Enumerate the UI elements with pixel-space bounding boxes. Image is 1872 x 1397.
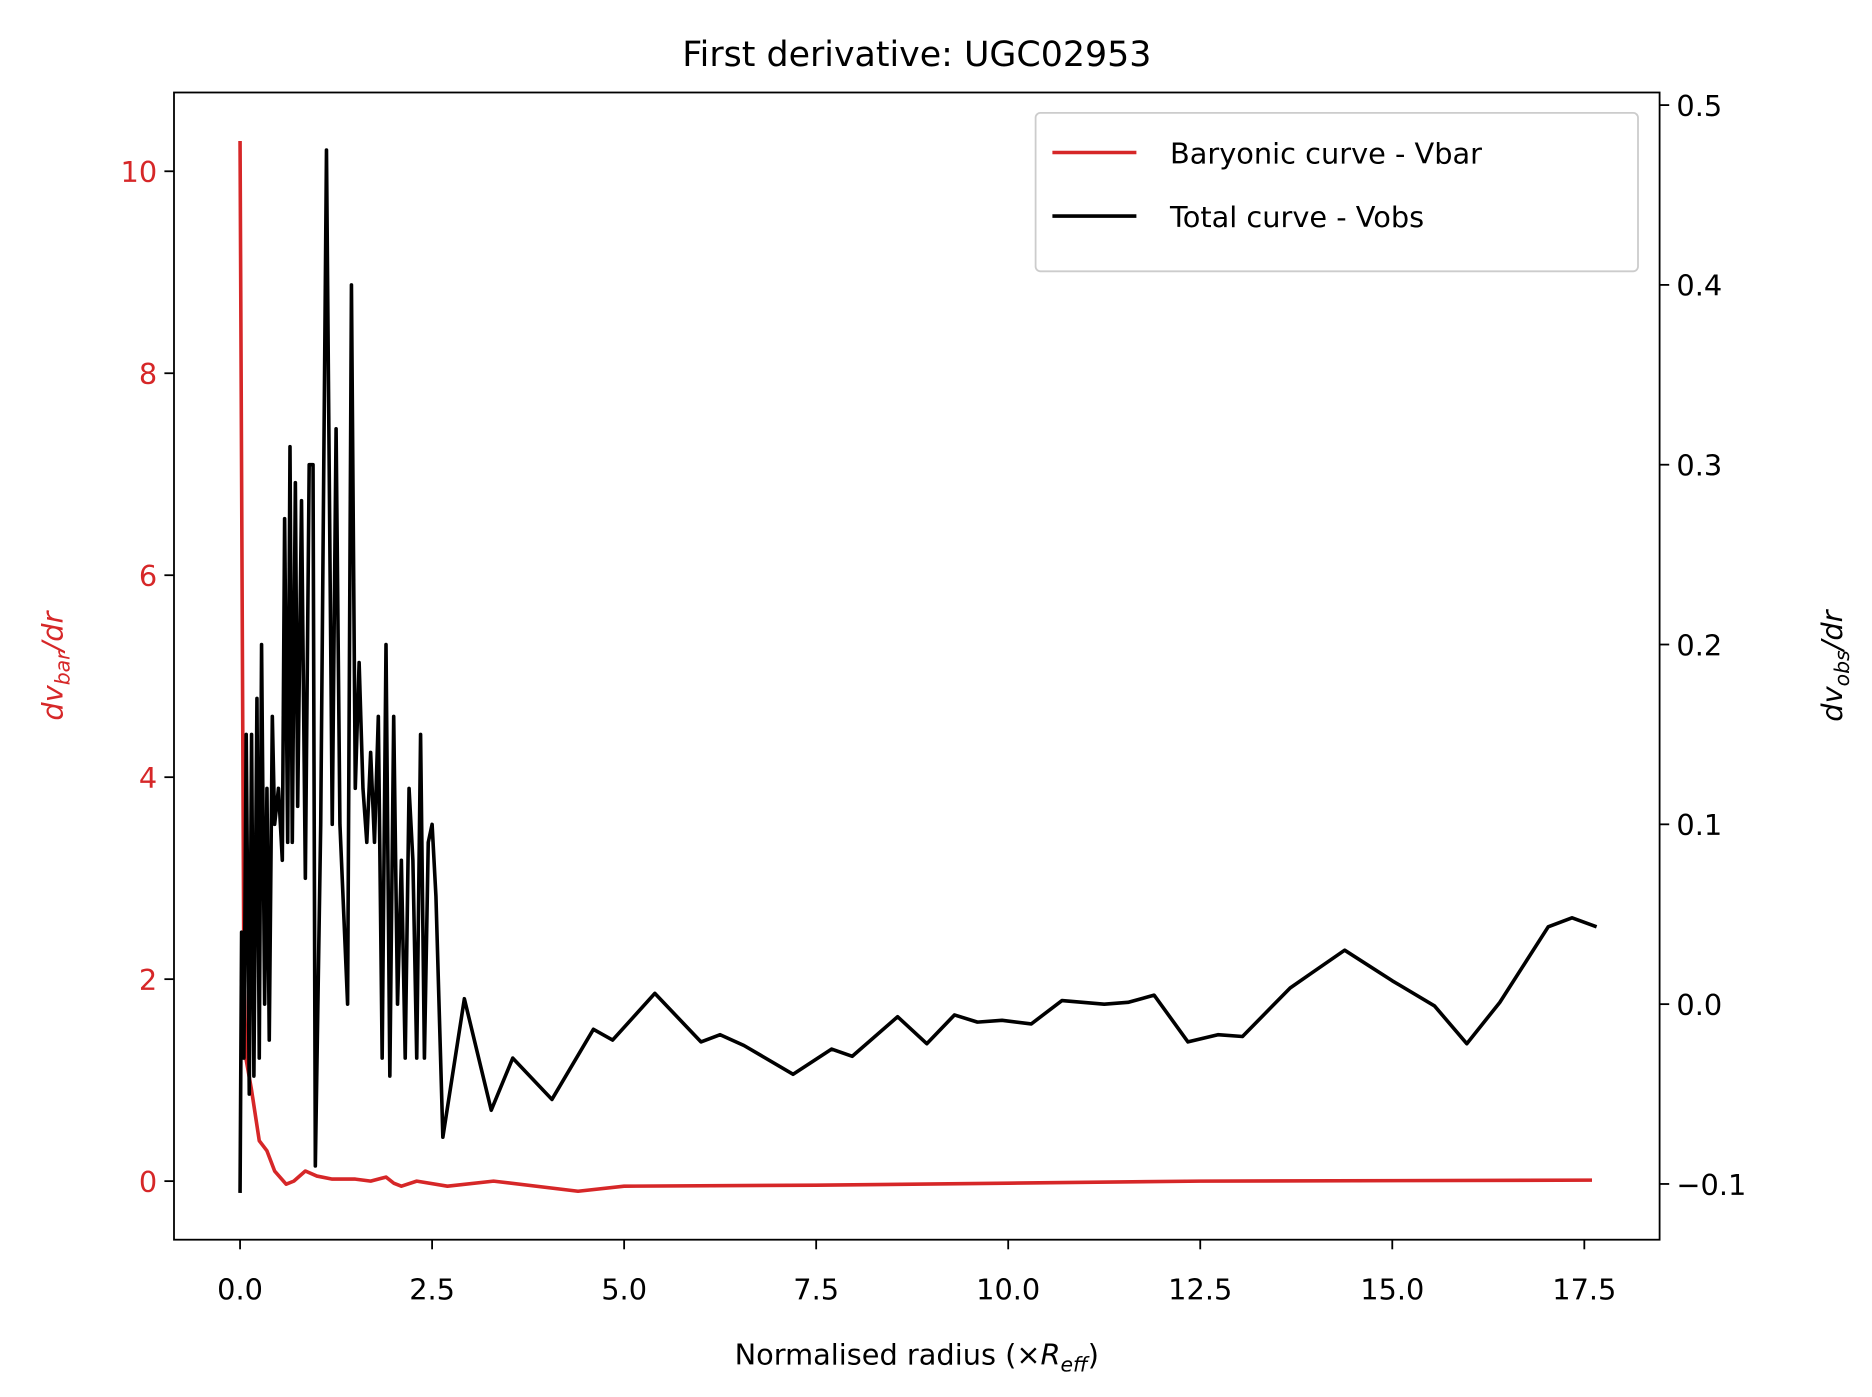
x-tick-label: 17.5	[1552, 1273, 1616, 1307]
data-line	[238, 140, 1593, 1194]
x-tick-label: 2.5	[409, 1273, 455, 1307]
y-axis-label-part: bar	[51, 650, 75, 685]
x-tick-label: 10.0	[976, 1273, 1040, 1307]
y-tick-label: 8	[139, 357, 157, 391]
y-tick-label: 2	[139, 963, 157, 997]
y2-tick-label: 0.0	[1676, 988, 1722, 1022]
y2-tick-label: 0.1	[1676, 808, 1722, 842]
x-label-part: eff	[1060, 1353, 1090, 1377]
plot-frame	[173, 91, 1661, 1241]
y-tick-label: 6	[139, 559, 157, 593]
data-line	[238, 148, 1598, 1193]
x-tick-label: 15.0	[1360, 1273, 1424, 1307]
x-tick-label: 12.5	[1168, 1273, 1232, 1307]
y2-axis-label-part: obs	[1830, 650, 1854, 686]
x-tick-label: 7.5	[793, 1273, 839, 1307]
x-label-part: )	[1088, 1338, 1099, 1372]
y-axis-label-part: /dr	[35, 609, 69, 654]
y2-tick-label: 0.3	[1676, 449, 1722, 483]
x-label-part: Normalised radius (×	[735, 1338, 1041, 1372]
y2-tick-label: 0.2	[1676, 628, 1722, 662]
chart-title: First derivative: UGC02953	[682, 35, 1151, 75]
y2-axis-label-part: dv	[1815, 685, 1849, 721]
x-tick-label: 5.0	[601, 1273, 647, 1307]
y2-tick-label: −0.1	[1676, 1168, 1746, 1202]
x-axis-label: Normalised radius (×Reff)	[735, 1338, 1099, 1377]
y-axis-label: dvbar/dr	[35, 609, 74, 720]
legend-label: Baryonic curve - Vbar	[1170, 136, 1482, 170]
y-tick-label: 4	[139, 761, 157, 795]
legend-label: Total curve - Vobs	[1169, 200, 1424, 234]
y2-tick-label: 0.5	[1676, 89, 1722, 123]
y2-tick-label: 0.4	[1676, 269, 1722, 303]
y-axis-label-part: dv	[35, 684, 69, 720]
y-tick-label: 10	[121, 155, 158, 189]
x-label-part: R	[1040, 1338, 1060, 1372]
legend-box	[1034, 112, 1639, 273]
y2-axis-label: dvobs/dr	[1815, 608, 1854, 721]
y2-axis-label-part: /dr	[1815, 608, 1849, 653]
x-tick-label: 0.0	[217, 1273, 263, 1307]
y-tick-label: 0	[139, 1165, 157, 1199]
